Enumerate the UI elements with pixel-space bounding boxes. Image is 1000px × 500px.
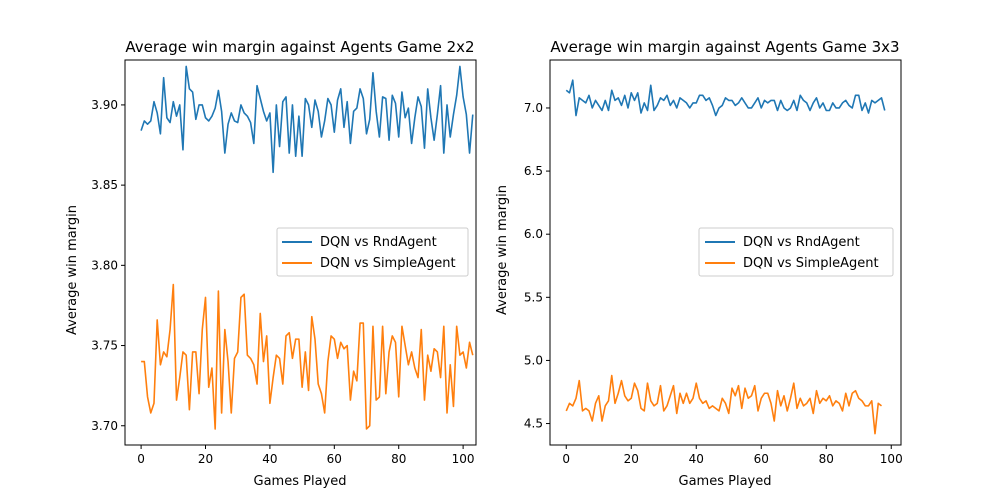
x-tick-label: 100 xyxy=(880,452,903,466)
chart-game-3x3: Average win margin against Agents Game 3… xyxy=(495,38,903,489)
chart-title: Average win margin against Agents Game 3… xyxy=(550,38,899,56)
y-tick-label: 5.0 xyxy=(524,353,543,367)
y-tick-label: 3.80 xyxy=(91,258,118,272)
series-line-rnd-agent xyxy=(565,79,886,117)
y-tick-label: 7.0 xyxy=(524,101,543,115)
legend-box xyxy=(698,227,894,277)
series-line-simple-agent xyxy=(141,283,474,430)
x-tick-label: 60 xyxy=(327,452,342,466)
x-tick-label: 80 xyxy=(391,452,406,466)
x-tick-label: 80 xyxy=(819,452,834,466)
y-axis-label: Average win margin xyxy=(65,205,80,335)
x-tick-label: 60 xyxy=(754,452,769,466)
chart-game-2x2: Average win margin against Agents Game 2… xyxy=(65,38,477,489)
series-line-simple-agent xyxy=(565,374,882,435)
y-tick-label: 4.5 xyxy=(524,417,543,431)
plot-frame xyxy=(549,59,902,446)
x-tick-label: 20 xyxy=(624,452,639,466)
axis-ticks: 0 20 40 60 80 100 3.70 3.75 3.80 3.85 3.90 xyxy=(91,98,474,466)
x-tick-label: 40 xyxy=(689,452,704,466)
x-tick-label: 40 xyxy=(262,452,277,466)
y-tick-label: 6.0 xyxy=(524,227,543,241)
series-line-rnd-agent xyxy=(140,65,474,174)
legend-label-simple: DQN vs SimpleAgent xyxy=(743,256,879,271)
legend-label-simple: DQN vs SimpleAgent xyxy=(320,256,456,271)
legend-label-rnd: DQN vs RndAgent xyxy=(743,235,860,250)
y-tick-label: 3.85 xyxy=(91,178,118,192)
chart-title: Average win margin against Agents Game 2… xyxy=(125,38,474,56)
axis-ticks: 0 20 40 60 80 100 4.5 5.0 5.5 6.0 6.5 7.0 xyxy=(524,101,903,466)
plot-lines xyxy=(565,79,886,435)
y-tick-label: 5.5 xyxy=(524,290,543,304)
y-axis-label: Average win margin xyxy=(495,185,510,315)
x-tick-label: 0 xyxy=(137,452,145,466)
x-axis-label: Games Played xyxy=(254,474,347,489)
legend-label-rnd: DQN vs RndAgent xyxy=(320,235,437,250)
x-tick-label: 20 xyxy=(198,452,213,466)
y-tick-label: 3.70 xyxy=(91,419,118,433)
x-axis-label: Games Played xyxy=(679,474,772,489)
legend: DQN vs RndAgent DQN vs SimpleAgent xyxy=(698,227,894,277)
y-tick-label: 6.5 xyxy=(524,164,543,178)
y-tick-label: 3.90 xyxy=(91,98,118,112)
plot-lines xyxy=(140,65,474,430)
x-tick-label: 0 xyxy=(562,452,570,466)
plot-frame xyxy=(124,59,477,446)
legend: DQN vs RndAgent DQN vs SimpleAgent xyxy=(276,227,469,277)
y-tick-label: 3.75 xyxy=(91,339,118,353)
legend-box xyxy=(276,227,469,277)
x-tick-label: 100 xyxy=(452,452,475,466)
